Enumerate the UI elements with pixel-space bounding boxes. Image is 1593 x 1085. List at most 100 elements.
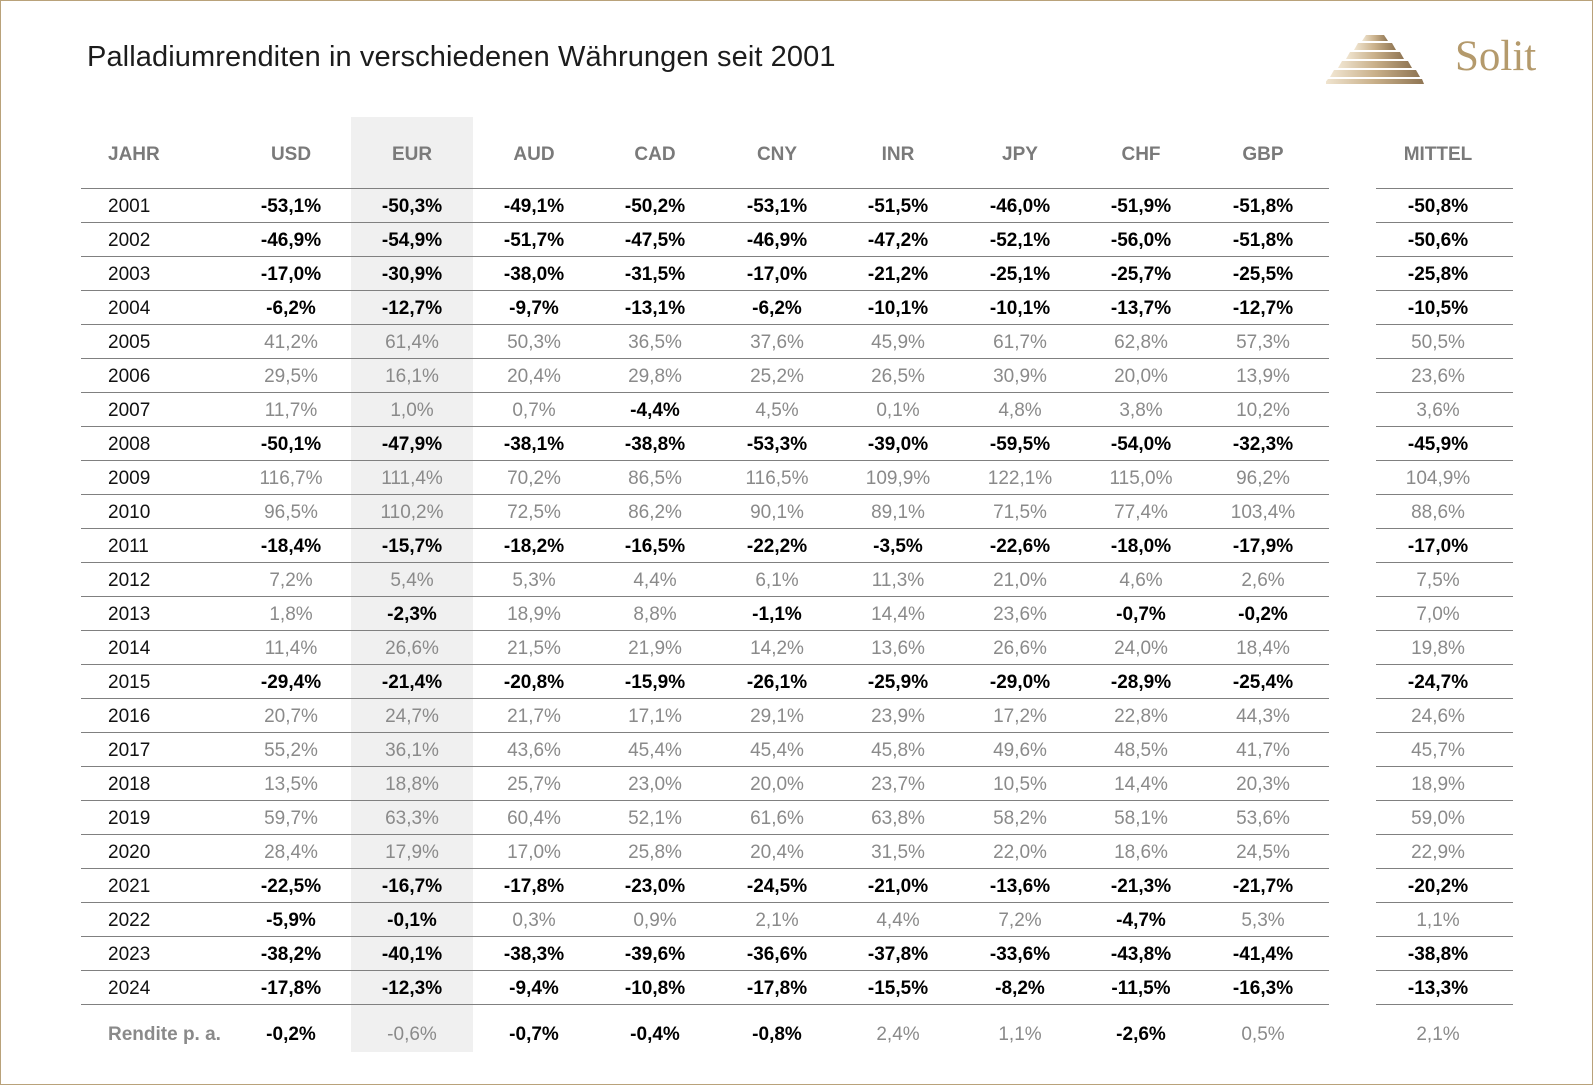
summary-cell: 1,1% <box>998 1024 1042 1045</box>
row-year: 2016 <box>108 706 151 727</box>
table-cell: -13,7% <box>1110 298 1172 319</box>
summary-cell: -2,6% <box>1116 1024 1166 1045</box>
table-cell: -28,9% <box>1110 672 1172 693</box>
table-cell: 21,9% <box>628 638 682 659</box>
table-cell: 110,2% <box>380 502 444 523</box>
row-separator-mittel <box>1376 324 1513 325</box>
table-cell: 13,6% <box>871 638 925 659</box>
table-cell: -0,7% <box>1116 604 1166 625</box>
table-cell: 18,9% <box>507 604 561 625</box>
table-cell: -51,8% <box>1232 196 1294 217</box>
table-cell: 4,5% <box>755 400 799 421</box>
table-cell: -16,7% <box>381 876 443 897</box>
table-cell: -51,5% <box>867 196 929 217</box>
table-cell: -53,1% <box>260 196 322 217</box>
table-cell: -4,4% <box>630 400 680 421</box>
row-separator <box>81 1004 1329 1005</box>
table-cell: 89,1% <box>871 502 925 523</box>
table-cell: 29,1% <box>750 706 804 727</box>
table-cell: 77,4% <box>1114 502 1168 523</box>
table-cell: -50,6% <box>1407 230 1469 251</box>
table-cell: 24,6% <box>1411 706 1465 727</box>
row-separator-mittel <box>1376 596 1513 597</box>
table-cell: 7,0% <box>1416 604 1460 625</box>
table-cell: 45,9% <box>871 332 925 353</box>
row-separator-mittel <box>1376 494 1513 495</box>
table-cell: -15,7% <box>381 536 443 557</box>
table-cell: -41,4% <box>1232 944 1294 965</box>
table-cell: 50,5% <box>1411 332 1465 353</box>
row-separator <box>81 868 1329 869</box>
table-cell: 18,6% <box>1114 842 1168 863</box>
row-separator-mittel <box>1376 1004 1513 1005</box>
column-header-cny: CNY <box>756 144 798 165</box>
row-separator-mittel <box>1376 800 1513 801</box>
row-separator <box>81 222 1329 223</box>
table-cell: 17,2% <box>993 706 1047 727</box>
table-cell: 21,7% <box>507 706 561 727</box>
table-cell: 45,7% <box>1411 740 1465 761</box>
eur-highlight-band <box>351 117 473 1052</box>
table-cell: 31,5% <box>871 842 925 863</box>
table-cell: -21,3% <box>1110 876 1172 897</box>
row-year: 2014 <box>108 638 151 659</box>
table-cell: -24,7% <box>1407 672 1469 693</box>
row-year: 2021 <box>108 876 151 897</box>
table-cell: 45,4% <box>628 740 682 761</box>
table-cell: 45,4% <box>750 740 804 761</box>
table-cell: -16,3% <box>1232 978 1294 999</box>
row-separator-mittel <box>1376 290 1513 291</box>
table-cell: 21,0% <box>993 570 1047 591</box>
table-cell: 3,8% <box>1119 400 1163 421</box>
header-separator <box>81 188 1329 189</box>
table-cell: 26,5% <box>871 366 925 387</box>
table-cell: 13,9% <box>1236 366 1290 387</box>
table-cell: -51,9% <box>1110 196 1172 217</box>
table-cell: -38,8% <box>1407 944 1469 965</box>
table-cell: 25,2% <box>750 366 804 387</box>
table-cell: -6,2% <box>266 298 316 319</box>
table-cell: -29,0% <box>989 672 1051 693</box>
table-cell: 5,3% <box>512 570 556 591</box>
table-cell: 29,8% <box>628 366 682 387</box>
table-cell: 59,0% <box>1411 808 1465 829</box>
table-cell: -22,6% <box>989 536 1051 557</box>
table-cell: -15,5% <box>867 978 929 999</box>
row-year: 2005 <box>108 332 151 353</box>
row-year: 2011 <box>108 536 149 557</box>
table-cell: -37,8% <box>867 944 929 965</box>
summary-cell: 0,5% <box>1241 1024 1285 1045</box>
table-cell: -46,9% <box>260 230 322 251</box>
row-year: 2024 <box>108 978 151 999</box>
table-cell: -54,9% <box>381 230 443 251</box>
table-cell: 18,9% <box>1411 774 1465 795</box>
table-cell: -17,0% <box>746 264 808 285</box>
table-cell: 7,2% <box>998 910 1042 931</box>
table-cell: 23,0% <box>628 774 682 795</box>
summary-cell: -0,8% <box>752 1024 802 1045</box>
table-cell: 1,1% <box>1416 910 1460 931</box>
table-cell: 28,4% <box>264 842 318 863</box>
table-cell: 24,0% <box>1114 638 1168 659</box>
table-cell: -59,5% <box>989 434 1051 455</box>
row-separator-mittel <box>1376 970 1513 971</box>
table-cell: -53,1% <box>746 196 808 217</box>
table-cell: -31,5% <box>624 264 686 285</box>
row-year: 2019 <box>108 808 151 829</box>
table-cell: 20,0% <box>1114 366 1168 387</box>
table-cell: 20,3% <box>1236 774 1290 795</box>
column-header-eur: EUR <box>391 144 433 165</box>
row-separator <box>81 800 1329 801</box>
table-cell: -23,0% <box>624 876 686 897</box>
row-year: 2012 <box>108 570 151 591</box>
table-cell: 61,4% <box>385 332 439 353</box>
table-cell: 2,6% <box>1241 570 1285 591</box>
row-separator-mittel <box>1376 902 1513 903</box>
table-cell: 86,2% <box>628 502 682 523</box>
table-cell: 29,5% <box>264 366 318 387</box>
table-cell: 71,5% <box>993 502 1047 523</box>
table-cell: 115,0% <box>1109 468 1173 489</box>
table-cell: 24,7% <box>385 706 439 727</box>
table-cell: -26,1% <box>746 672 808 693</box>
table-cell: 109,9% <box>865 468 931 489</box>
